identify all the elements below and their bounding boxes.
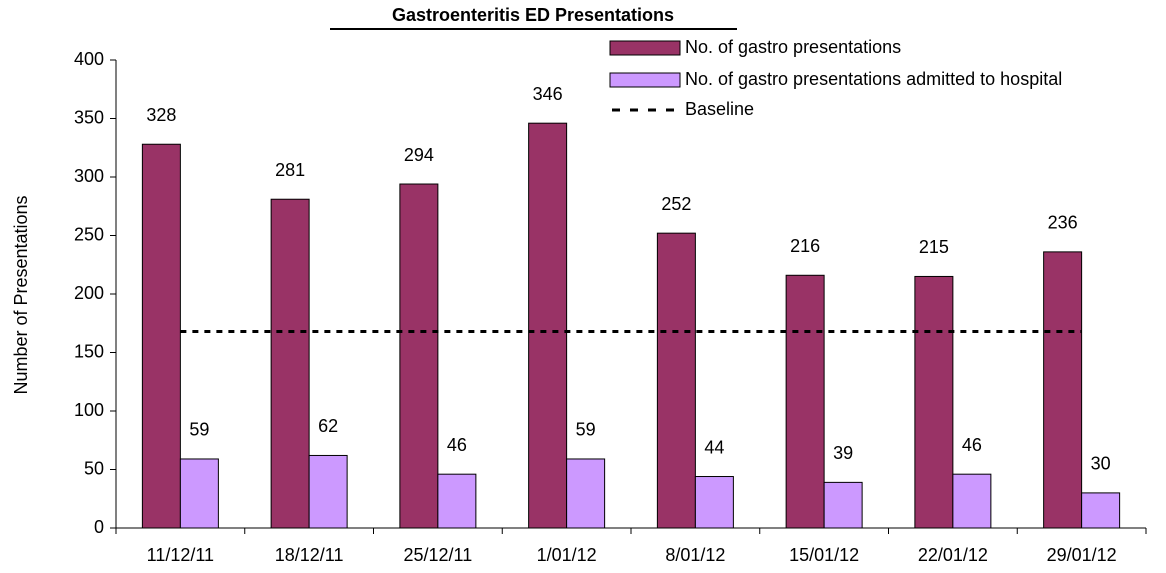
value-label: 346 [533, 84, 563, 104]
value-label: 215 [919, 237, 949, 257]
value-label: 252 [661, 194, 691, 214]
value-label: 59 [576, 420, 596, 440]
bar [308, 454, 348, 529]
value-label: 59 [189, 420, 209, 440]
bar [952, 473, 992, 529]
value-label: 281 [275, 160, 305, 180]
legend-label: No. of gastro presentations [685, 37, 901, 57]
y-tick-label: 150 [74, 341, 104, 361]
bar [528, 122, 568, 529]
y-tick-label: 400 [74, 49, 104, 69]
bar [566, 458, 606, 529]
bar [270, 198, 310, 529]
bar [141, 143, 181, 529]
x-tick-label: 25/12/11 [404, 545, 473, 565]
value-label: 46 [962, 435, 982, 455]
legend-swatch [609, 72, 681, 88]
bar [694, 476, 734, 529]
bar [1081, 492, 1121, 529]
y-tick-label: 250 [74, 224, 104, 244]
x-tick-label: 18/12/11 [275, 545, 344, 565]
value-label: 216 [790, 236, 820, 256]
x-tick-label: 11/12/11 [147, 545, 214, 565]
y-tick-label: 350 [74, 107, 104, 127]
value-label: 236 [1048, 213, 1078, 233]
y-tick-label: 300 [74, 166, 104, 186]
y-tick-label: 200 [74, 283, 104, 303]
bar [914, 275, 954, 529]
value-label: 30 [1091, 454, 1111, 474]
bar [1043, 251, 1083, 529]
x-tick-label: 15/01/12 [789, 545, 859, 565]
value-label: 44 [704, 437, 724, 457]
bar [399, 183, 439, 529]
x-tick-label: 8/01/12 [665, 545, 725, 565]
bar [785, 274, 825, 529]
bar [437, 473, 477, 529]
x-tick-label: 29/01/12 [1047, 545, 1117, 565]
y-tick-label: 0 [94, 517, 104, 537]
legend-label: No. of gastro presentations admitted to … [685, 69, 1062, 89]
x-tick-label: 22/01/12 [918, 545, 988, 565]
value-label: 294 [404, 145, 434, 165]
x-tick-label: 1/01/12 [537, 545, 597, 565]
bar [179, 458, 219, 529]
value-label: 46 [447, 435, 467, 455]
legend-label: Baseline [685, 99, 754, 119]
y-axis-label: Number of Presentations [11, 195, 31, 394]
bar [656, 232, 696, 529]
legend-swatch [609, 40, 681, 56]
value-label: 62 [318, 416, 338, 436]
value-label: 39 [833, 443, 853, 463]
y-tick-label: 50 [84, 458, 104, 478]
value-label: 328 [146, 105, 176, 125]
bar [823, 481, 863, 529]
chart-title: Gastroenteritis ED Presentations [392, 5, 674, 25]
y-tick-label: 100 [74, 400, 104, 420]
